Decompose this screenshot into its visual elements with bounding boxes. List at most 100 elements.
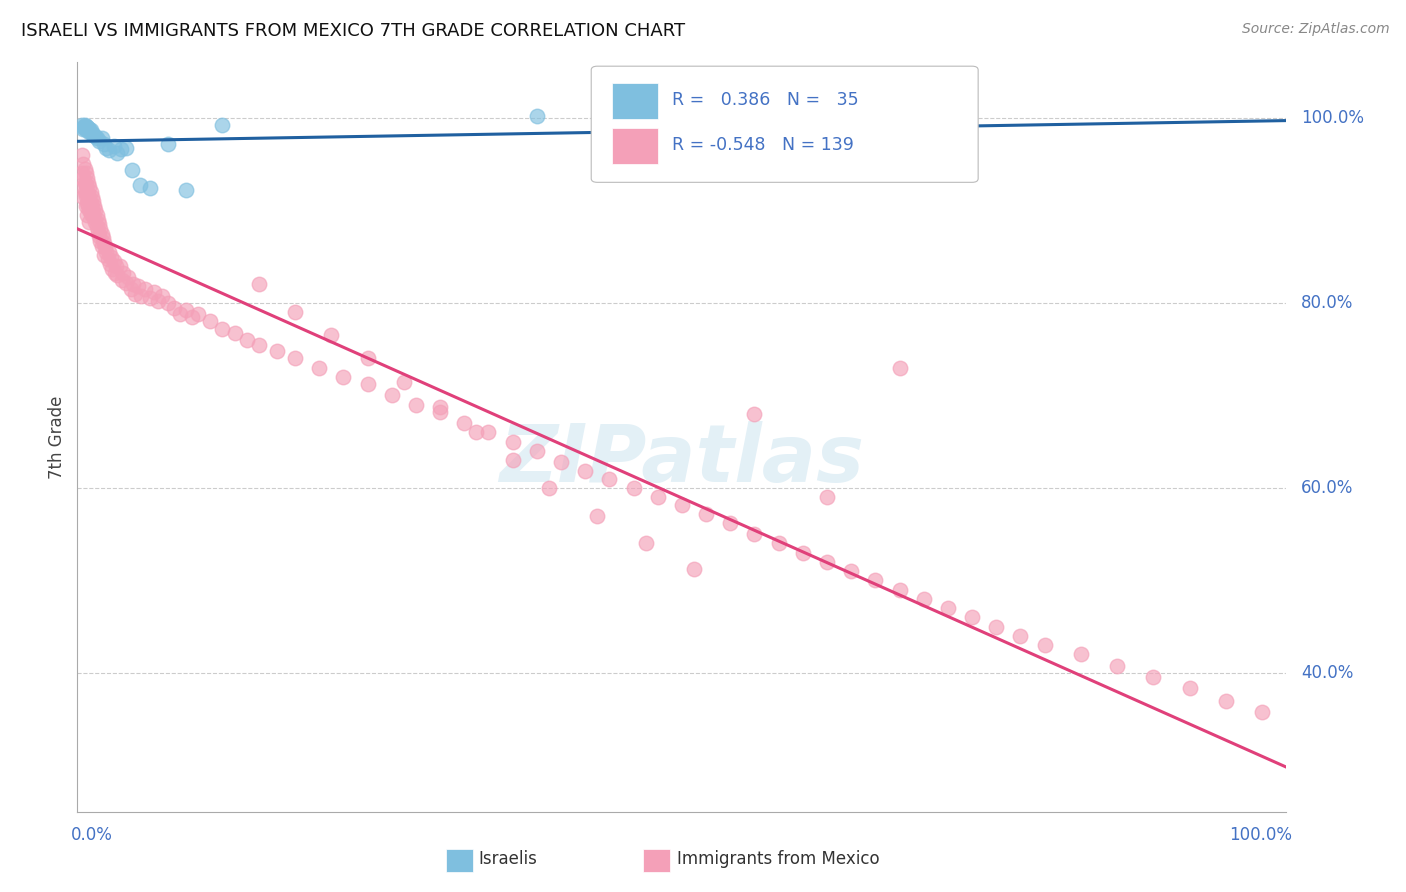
Point [70,148,93,162]
Point [79,180,101,194]
Point [84,203,107,218]
Point [103,254,125,268]
Point [82,206,104,220]
Point [266,344,288,359]
Point [405,398,427,412]
Point [247,277,270,292]
Point [79,203,101,218]
Point [574,464,596,478]
Point [960,610,983,624]
Point [695,507,717,521]
Point [86,131,108,145]
Point [86,220,108,235]
Point [1070,648,1092,662]
Point [86,208,108,222]
Bar [446,849,472,871]
Point [91,231,114,245]
Point [550,455,572,469]
Point [117,270,139,285]
Point [80,189,103,203]
Point [98,257,121,271]
Point [79,192,101,206]
Point [76,196,98,211]
Point [75,120,97,134]
Point [912,591,935,606]
Point [356,351,378,366]
Point [157,136,180,151]
Point [97,245,120,260]
Point [683,562,706,576]
Point [79,125,101,139]
Point [73,119,96,133]
Point [586,508,609,523]
Point [211,119,233,133]
Point [73,121,96,136]
Point [537,481,560,495]
Point [381,388,404,402]
Point [174,303,197,318]
Point [79,196,101,211]
Point [87,229,110,244]
Point [87,212,110,227]
Point [131,288,153,302]
Point [77,176,100,190]
Point [815,555,838,569]
Point [104,266,127,280]
Text: 60.0%: 60.0% [1301,479,1354,497]
Point [72,120,94,135]
Point [87,217,110,231]
Point [72,157,94,171]
Point [108,259,131,273]
Point [75,178,97,192]
Point [103,138,125,153]
Point [105,146,128,161]
Point [96,245,118,260]
Point [90,131,112,145]
Point [82,128,104,142]
Point [465,425,488,440]
Point [889,360,911,375]
Point [148,294,170,309]
Y-axis label: 7th Grade: 7th Grade [48,395,66,479]
Point [392,375,415,389]
Point [93,136,115,151]
Point [139,291,162,305]
Point [1033,638,1056,652]
Point [72,171,94,186]
Point [77,121,100,136]
Point [80,126,103,140]
Point [111,273,134,287]
Point [429,405,451,419]
Point [477,425,499,440]
Point [623,481,645,495]
Point [163,301,186,315]
Point [114,276,136,290]
Point [124,286,146,301]
Point [200,314,222,328]
Point [93,248,115,262]
Text: ZIPatlas: ZIPatlas [499,420,865,499]
Point [224,326,246,340]
Point [1142,670,1164,684]
Point [865,574,887,588]
Point [865,119,887,133]
Text: 100.0%: 100.0% [1229,826,1292,844]
Text: Immigrants from Mexico: Immigrants from Mexico [678,850,880,868]
Point [150,288,173,302]
Point [76,185,98,199]
Point [332,370,354,384]
Text: R =   0.386   N =   35: R = 0.386 N = 35 [672,91,859,109]
Point [502,453,524,467]
FancyBboxPatch shape [592,66,979,182]
Point [1251,705,1274,719]
Point [90,227,112,241]
Point [839,564,862,578]
Text: ISRAELI VS IMMIGRANTS FROM MEXICO 7TH GRADE CORRELATION CHART: ISRAELI VS IMMIGRANTS FROM MEXICO 7TH GR… [21,22,685,40]
Point [79,122,101,136]
Point [139,181,162,195]
Point [1215,694,1237,708]
Point [142,285,165,299]
Point [105,268,128,283]
Point [84,129,107,144]
Point [96,140,118,154]
